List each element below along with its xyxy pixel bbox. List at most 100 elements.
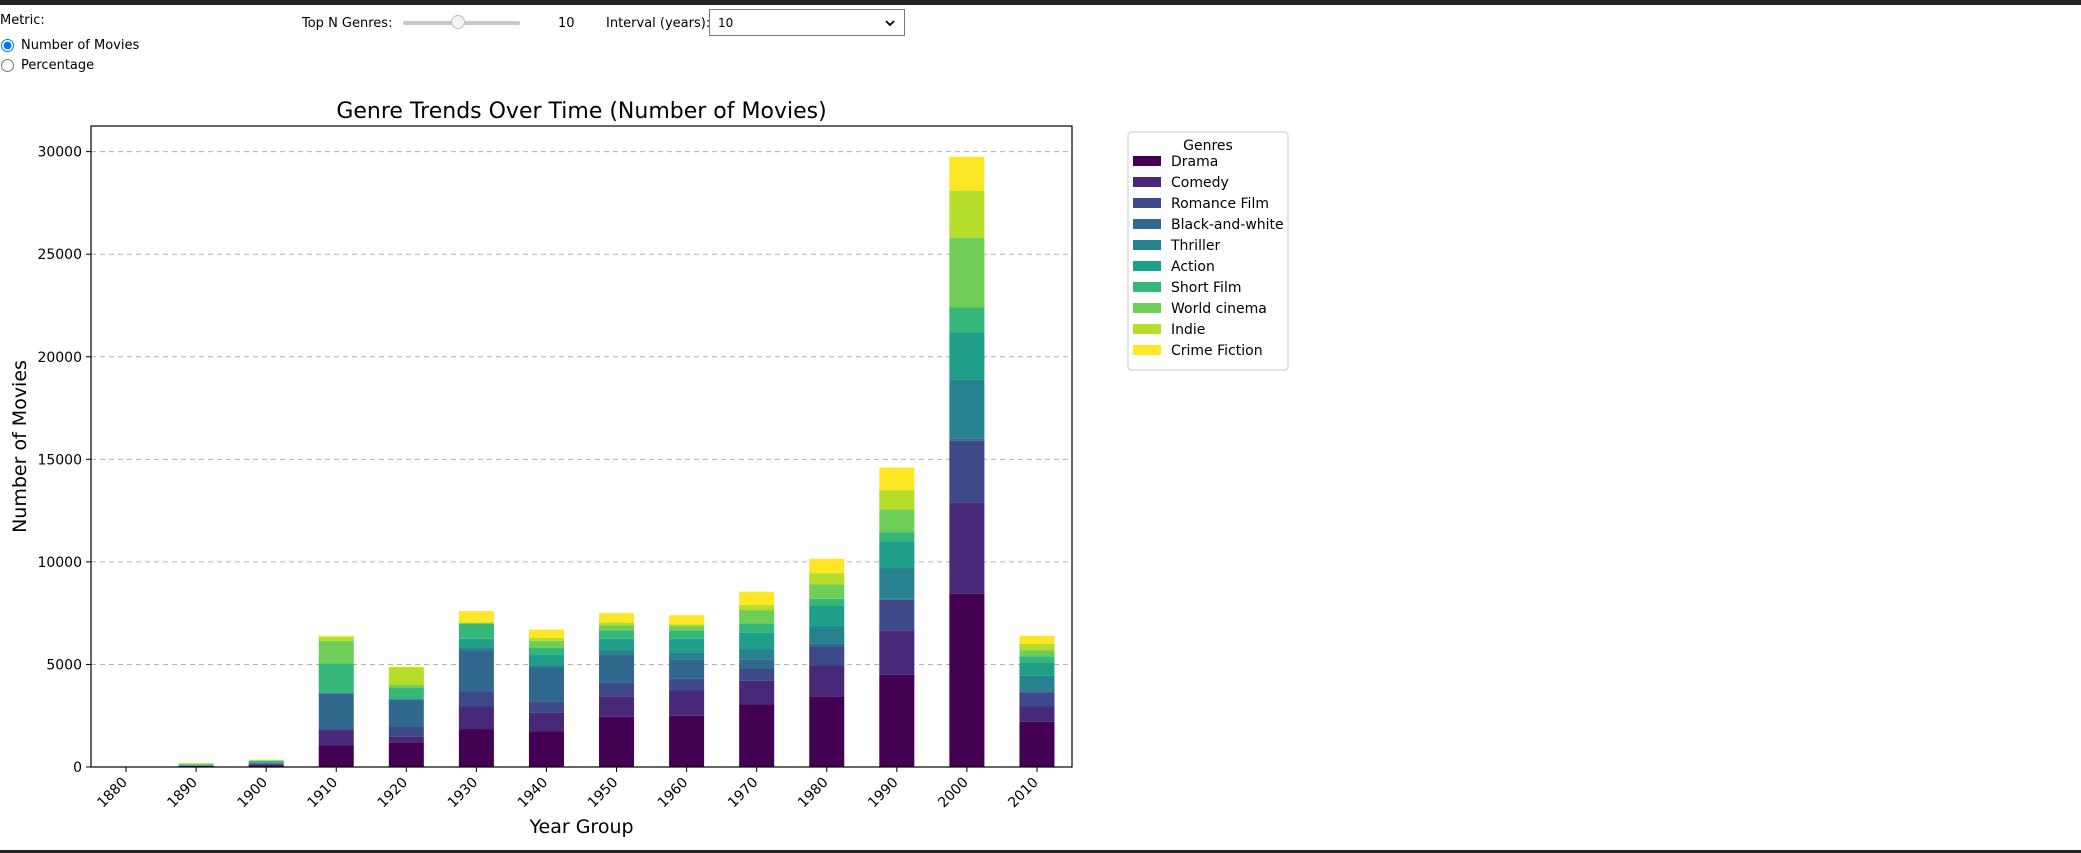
- bar-segment-1950-9: [599, 613, 635, 623]
- bar-segment-1970-5: [739, 632, 775, 650]
- bar-segment-1930-3: [458, 650, 494, 692]
- metric-option-percentage[interactable]: Percentage: [0, 58, 94, 73]
- bar-segment-2000-6: [949, 307, 985, 333]
- legend-entry: Action: [1171, 259, 1215, 275]
- legend-swatch: [1133, 219, 1161, 229]
- metric-radio-number[interactable]: [1, 39, 14, 52]
- bar-segment-1900-1: [248, 764, 284, 766]
- bar-segment-1920-0: [388, 742, 424, 767]
- bar-segment-1980-4: [809, 626, 845, 644]
- bar-segment-2010-0: [1019, 721, 1055, 767]
- bar-segment-1970-0: [739, 704, 775, 767]
- bar-segment-1920-5: [388, 698, 424, 700]
- legend-box: [1127, 131, 1289, 371]
- bar-segment-1980-2: [809, 647, 845, 666]
- bar-segment-1950-7: [599, 625, 635, 631]
- bar-segment-2000-7: [949, 237, 985, 308]
- bar-segment-1910-6: [318, 663, 354, 694]
- bar-segment-1970-7: [739, 610, 775, 624]
- bar-segment-1990-5: [879, 541, 915, 569]
- bar-segment-1930-0: [458, 729, 494, 767]
- window-top-border: [0, 0, 2081, 5]
- metric-radio-percentage[interactable]: [1, 59, 14, 72]
- bar-segment-1940-8: [528, 637, 564, 641]
- bar-segment-1950-3: [599, 654, 635, 683]
- bar-segment-1980-9: [809, 558, 845, 574]
- legend-swatch: [1133, 177, 1161, 187]
- bar-segment-1920-9: [388, 666, 424, 668]
- bar-segment-1960-6: [669, 630, 705, 639]
- bar-segment-1960-9: [669, 615, 705, 625]
- bar-segment-1960-8: [669, 624, 705, 627]
- bar-segment-1910-3: [318, 693, 354, 730]
- x-tick-label: 1910: [305, 775, 342, 812]
- x-tick-label: 1990: [865, 775, 902, 812]
- x-tick-label: 1950: [585, 775, 622, 812]
- legend-entry: Thriller: [1170, 238, 1220, 254]
- bar-segment-1930-6: [458, 623, 494, 639]
- bar-segment-1920-3: [388, 699, 424, 728]
- legend-entry: Black-and-white: [1171, 217, 1284, 233]
- bar-segment-1920-2: [388, 727, 424, 737]
- bar-segment-1970-6: [739, 623, 775, 633]
- metric-option-number[interactable]: Number of Movies: [0, 38, 139, 53]
- bar-segment-2010-3: [1019, 691, 1055, 693]
- bar-segment-1960-7: [669, 626, 705, 631]
- topn-slider-handle[interactable]: [451, 15, 466, 29]
- bar-segment-1990-9: [879, 467, 915, 491]
- bar-segment-2000-9: [949, 156, 985, 191]
- bar-segment-1940-0: [528, 731, 564, 767]
- bar-segment-1970-4: [739, 649, 775, 660]
- bar-segment-1980-1: [809, 665, 845, 697]
- legend-swatch: [1133, 156, 1161, 166]
- x-tick-label: 1940: [515, 775, 552, 812]
- bar-segment-1970-2: [739, 668, 775, 681]
- bar-segment-1940-2: [528, 701, 564, 713]
- bar-segment-1910-9: [318, 635, 354, 637]
- x-tick-label: 2010: [1005, 775, 1042, 812]
- bar-segment-1990-1: [879, 630, 915, 675]
- bar-segment-1950-5: [599, 638, 635, 651]
- bar-segment-1910-0: [318, 745, 354, 767]
- bar-segment-1920-6: [388, 688, 424, 699]
- bar-segment-1910-1: [318, 730, 354, 746]
- bar-segment-1890-1: [178, 765, 214, 767]
- bar-segment-1930-2: [458, 691, 494, 707]
- y-tick-label: 30000: [37, 145, 82, 161]
- legend-swatch: [1133, 261, 1161, 271]
- legend-entry: World cinema: [1171, 301, 1267, 317]
- y-tick-label: 20000: [37, 350, 82, 366]
- y-tick-label: 10000: [37, 555, 82, 571]
- bar-segment-1950-0: [599, 716, 635, 767]
- bar-segment-1960-0: [669, 715, 705, 767]
- x-tick-label: 1890: [164, 775, 201, 812]
- bar-segment-1930-1: [458, 706, 494, 730]
- bar-segment-1930-8: [458, 622, 494, 624]
- bar-segment-2000-3: [949, 438, 985, 441]
- y-tick-label: 15000: [37, 452, 82, 468]
- bar-segment-1940-1: [528, 712, 564, 732]
- bar-segment-1970-1: [739, 680, 775, 705]
- bar-segment-2000-2: [949, 440, 985, 503]
- bar-segment-1920-8: [388, 667, 424, 685]
- bar-segment-2010-2: [1019, 692, 1055, 707]
- topn-label: Top N Genres:: [302, 16, 393, 31]
- bar-segment-1990-4: [879, 568, 915, 599]
- x-tick-label: 1960: [655, 775, 692, 812]
- bar-segment-2010-9: [1019, 635, 1055, 644]
- bar-segment-1970-8: [739, 604, 775, 611]
- bar-segment-1950-2: [599, 682, 635, 697]
- legend-title: Genres: [1183, 138, 1233, 154]
- bar-segment-2000-4: [949, 379, 985, 439]
- interval-select-value: 10: [718, 16, 734, 30]
- bar-segment-1940-3: [528, 667, 564, 702]
- legend-swatch: [1133, 282, 1161, 292]
- y-axis-label: Number of Movies: [9, 360, 31, 533]
- interval-select[interactable]: 10: [709, 9, 905, 36]
- chart-title: Genre Trends Over Time (Number of Movies…: [336, 99, 826, 124]
- bar-segment-1920-1: [388, 736, 424, 743]
- bar-segment-1990-7: [879, 509, 915, 533]
- bar-segment-2000-1: [949, 502, 985, 594]
- bar-segment-2010-4: [1019, 675, 1055, 692]
- bar-segment-2010-5: [1019, 662, 1055, 676]
